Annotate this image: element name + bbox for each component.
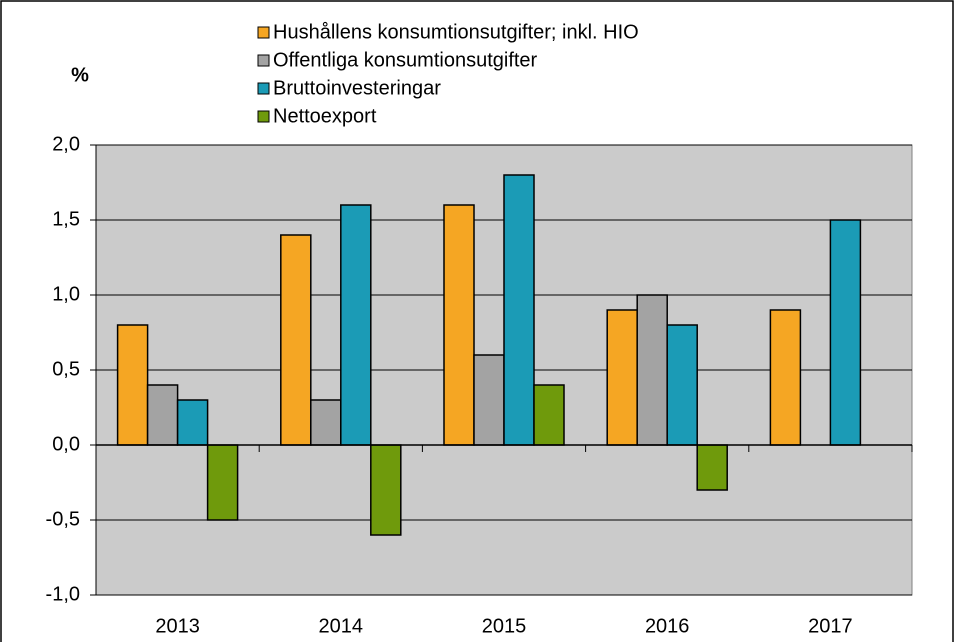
bar: [769, 309, 802, 446]
y-tick-label: 0,0: [52, 433, 80, 455]
y-tick-label: 2,0: [52, 133, 80, 155]
bar: [606, 309, 638, 446]
bar: [206, 444, 239, 521]
bar: [443, 204, 475, 446]
bar: [533, 384, 565, 446]
legend-label: Offentliga konsumtionsutgifter: [273, 49, 538, 71]
legend-swatch: [257, 54, 270, 67]
bar: [503, 174, 535, 446]
legend-swatch: [257, 26, 270, 39]
legend-label: Hushållens konsumtionsutgifter; inkl. HI…: [273, 21, 639, 43]
bar: [636, 294, 668, 446]
bar: [370, 444, 402, 536]
x-tick-label: 2013: [155, 615, 200, 637]
y-tick-label: 0,5: [52, 358, 80, 380]
bar: [473, 354, 505, 446]
y-tick-label: -1,0: [46, 583, 80, 605]
legend-label: Nettoexport: [273, 105, 377, 127]
legend-swatch: [257, 110, 270, 123]
bar: [666, 324, 698, 446]
x-tick-label: 2014: [319, 615, 364, 637]
bar: [310, 399, 342, 446]
y-tick-label: -0,5: [46, 508, 80, 530]
x-tick-label: 2017: [808, 615, 853, 637]
x-tick-label: 2015: [482, 615, 527, 637]
y-axis-label: %: [71, 64, 89, 86]
bar: [829, 219, 862, 446]
legend-label: Bruttoinvesteringar: [273, 77, 441, 99]
bar: [146, 384, 179, 446]
legend-swatch: [257, 82, 270, 95]
x-tick-label: 2016: [645, 615, 690, 637]
bar: [280, 234, 312, 446]
bar: [176, 399, 209, 446]
bar: [696, 444, 728, 491]
bar: [340, 204, 372, 446]
bar: [116, 324, 149, 446]
y-tick-label: 1,0: [52, 283, 80, 305]
y-tick-label: 1,5: [52, 208, 80, 230]
